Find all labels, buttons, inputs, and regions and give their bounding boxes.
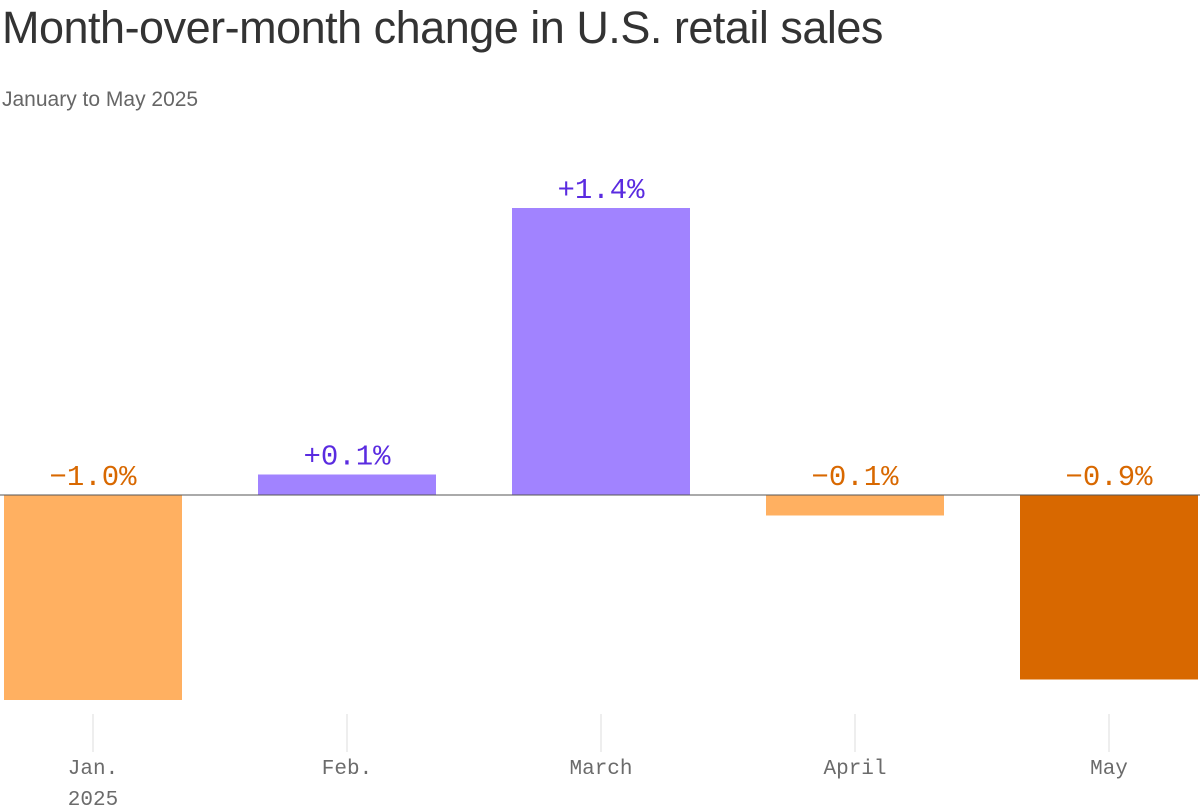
- x-tick-label: Jan.: [68, 758, 118, 781]
- data-label: −0.9%: [1065, 461, 1153, 494]
- chart-subtitle: January to May 2025: [2, 88, 199, 111]
- data-label: +1.4%: [557, 174, 645, 207]
- bar-may: [1020, 495, 1198, 680]
- bar-march: [512, 208, 690, 495]
- x-tick-label: April: [823, 758, 886, 781]
- data-label: +0.1%: [303, 441, 391, 474]
- data-label: −1.0%: [49, 461, 137, 494]
- bar-april: [766, 495, 944, 516]
- x-tick-label: May: [1090, 758, 1128, 781]
- x-tick-label: March: [569, 758, 632, 781]
- data-label: −0.1%: [811, 461, 899, 494]
- x-tick-sublabel: 2025: [68, 789, 118, 812]
- x-tick-label: Feb.: [322, 758, 372, 781]
- chart-title: Month-over-month change in U.S. retail s…: [2, 2, 883, 53]
- bar-jan: [4, 495, 182, 700]
- bar-feb: [258, 474, 436, 495]
